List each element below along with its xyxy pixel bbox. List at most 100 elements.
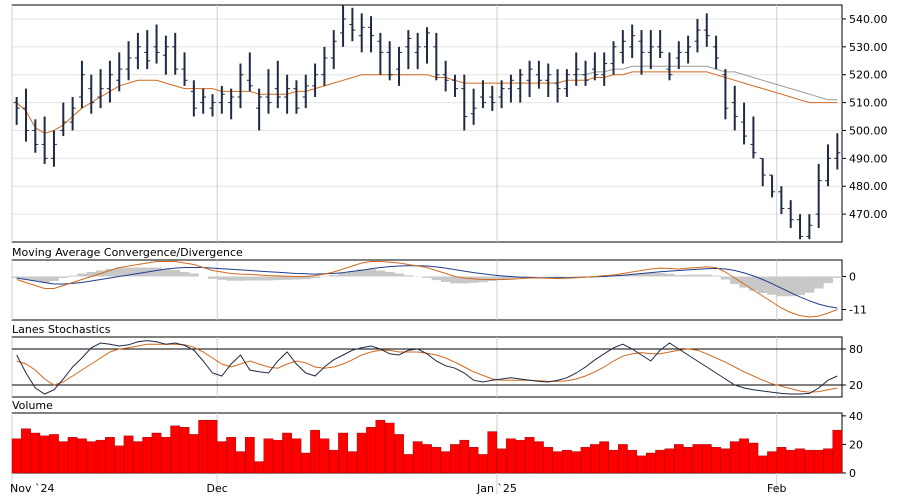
macd-hist-bar-75 <box>711 275 722 277</box>
ohlc-bar-24 <box>237 63 244 109</box>
macd-hist-bar-0 <box>12 276 22 278</box>
ohlc-bar-34 <box>330 30 337 70</box>
volume-bar-18 <box>179 427 190 474</box>
macd-hist-bar-87 <box>823 276 833 284</box>
price-ytick-label-7: 540.00 <box>849 13 888 26</box>
volume-bar-41 <box>394 434 404 474</box>
macd-hist-bar-37 <box>357 269 367 277</box>
ohlc-bar-81 <box>769 174 776 198</box>
macd-hist-bar-15 <box>151 267 162 277</box>
volume-bar-73 <box>692 444 703 474</box>
macd-hist-bar-55 <box>524 276 535 278</box>
volume-bar-40 <box>384 422 395 474</box>
ohlc-bar-72 <box>685 35 692 64</box>
ohlc-bar-84 <box>797 214 804 240</box>
ohlc-bar-82 <box>778 186 785 215</box>
volume-bar-51 <box>487 431 498 474</box>
volume-bar-11 <box>114 445 125 474</box>
price-ytick-label-6: 530.00 <box>849 41 888 54</box>
price-ytick-label-2: 490.00 <box>849 152 888 165</box>
stoch-k-line <box>16 340 838 395</box>
ohlc-bar-51 <box>489 85 496 111</box>
ohlc-bar-16 <box>162 35 169 75</box>
macd-hist-bar-10 <box>105 269 115 277</box>
ohlc-bar-85 <box>806 214 813 240</box>
macd-line <box>16 261 838 318</box>
macd-hist-bar-25 <box>245 276 255 281</box>
volume-bar-78 <box>739 438 749 474</box>
ohlc-bar-42 <box>405 30 412 70</box>
ohlc-bar-19 <box>190 80 197 117</box>
ohlc-bar-11 <box>116 52 123 92</box>
macd-hist-bar-39 <box>375 270 386 277</box>
stochastics-title: Lanes Stochastics <box>12 323 111 336</box>
stoch-d-line <box>16 343 838 393</box>
volume-bar-15 <box>151 432 162 474</box>
ohlc-bar-87 <box>825 144 832 187</box>
volume-bar-69 <box>655 449 666 474</box>
volume-bar-70 <box>664 448 675 474</box>
volume-bar-82 <box>776 447 787 474</box>
volume-bar-84 <box>795 448 805 474</box>
macd-hist-bar-73 <box>692 274 703 277</box>
macd-hist-bar-22 <box>217 276 227 280</box>
volume-bar-32 <box>310 429 320 474</box>
macd-hist-bar-72 <box>683 274 694 277</box>
volume-bar-64 <box>608 449 619 474</box>
macd-hist-bar-31 <box>301 276 311 280</box>
volume-bar-3 <box>39 435 50 474</box>
ohlc-bar-15 <box>153 24 160 64</box>
macd-hist-bar-12 <box>123 267 134 277</box>
macd-hist-bar-6 <box>67 275 78 277</box>
ohlc-bar-32 <box>312 63 319 98</box>
macd-panel: Moving Average Convergence/Divergence 0 -1… <box>11 246 867 321</box>
volume-bar-16 <box>161 437 171 474</box>
volume-bar-56 <box>534 441 544 474</box>
ohlc-bar-21 <box>209 94 216 117</box>
ohlc-bar-7 <box>78 60 85 109</box>
volume-bar-30 <box>291 438 302 474</box>
macd-hist-bar-48 <box>459 276 470 284</box>
macd-hist-bar-27 <box>263 276 274 281</box>
macd-hist-bar-74 <box>702 274 712 277</box>
volume-bar-45 <box>431 447 442 474</box>
volume-bar-72 <box>683 447 693 474</box>
macd-hist-bar-82 <box>776 276 787 297</box>
ohlc-bar-70 <box>666 52 673 81</box>
stoch-ytick-label-1: 20 <box>849 379 863 392</box>
ohlc-bar-38 <box>368 16 375 53</box>
volume-bar-54 <box>515 439 526 474</box>
volume-title: Volume <box>12 399 53 412</box>
macd-signal-line <box>16 265 838 309</box>
price-ytick-label-5: 520.00 <box>849 69 888 82</box>
volume-bar-71 <box>673 444 684 474</box>
ohlc-bar-23 <box>228 88 235 120</box>
macd-hist-bar-18 <box>179 272 190 277</box>
volume-bar-74 <box>701 444 712 474</box>
ohlc-bar-77 <box>731 85 738 131</box>
volume-bar-62 <box>590 444 600 474</box>
volume-bar-79 <box>748 442 759 474</box>
ohlc-bar-53 <box>507 74 514 103</box>
macd-hist-bar-34 <box>329 275 339 277</box>
volume-bar-35 <box>338 432 348 474</box>
macd-hist-bar-83 <box>786 276 796 297</box>
volume-bar-1 <box>21 428 31 474</box>
volume-bar-38 <box>366 427 376 474</box>
ohlc-bar-63 <box>601 52 608 86</box>
volume-bar-10 <box>105 437 115 474</box>
ohlc-bar-35 <box>340 5 347 47</box>
macd-hist-bar-70 <box>664 273 675 277</box>
ohlc-bar-0 <box>13 97 20 125</box>
ohlc-bar-67 <box>638 30 645 75</box>
ohlc-bar-30 <box>293 80 300 114</box>
ohlc-bar-10 <box>106 60 113 103</box>
macd-hist-bar-51 <box>487 276 498 281</box>
ohlc-bar-68 <box>647 30 654 70</box>
ohlc-bar-54 <box>517 69 524 103</box>
ohlc-bar-2 <box>32 119 39 153</box>
macd-hist-bar-78 <box>739 276 750 288</box>
macd-hist-bar-66 <box>627 274 638 277</box>
ohlc-bar-86 <box>815 163 822 229</box>
ohlc-bar-45 <box>433 32 440 81</box>
